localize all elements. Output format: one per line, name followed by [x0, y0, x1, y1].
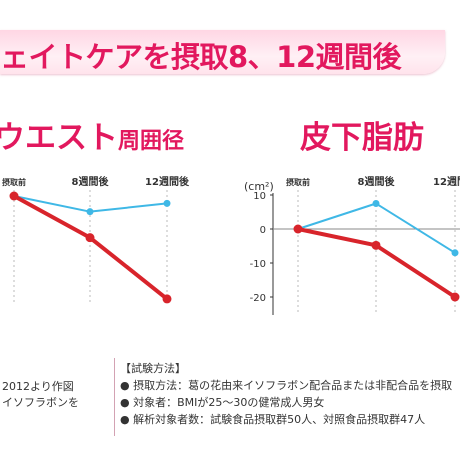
category-label: 8週間後 [358, 175, 396, 188]
test-data-point [371, 240, 381, 250]
waist-chart-title: ウエスト周囲径 [0, 112, 184, 157]
control-data-point [372, 200, 380, 207]
category-label: 12週間後 [145, 175, 190, 188]
method-item-3: ● 解析対象者数：試験食品摂取群50人、対照食品摂取群47人 [120, 413, 426, 426]
method-heading: 【試験方法】 [120, 362, 186, 375]
control-data-point [163, 199, 171, 207]
waist-title-main: ウエスト [0, 120, 118, 156]
fat-chart-title: 皮下脂肪 [300, 120, 424, 156]
control-data-point [86, 208, 94, 216]
test-data-point [162, 294, 172, 304]
category-label: 12週間後 [433, 175, 460, 188]
y-tick-label: 0 [260, 225, 266, 236]
category-label: 摂取前 [286, 177, 310, 187]
source-line-1: 2012より作図 [2, 380, 74, 393]
source-line-2: イソフラボンを [2, 396, 79, 409]
category-label: 摂取前 [2, 177, 26, 187]
test-data-point [293, 224, 303, 234]
test-data-point [85, 233, 95, 243]
y-tick-label: -10 [250, 259, 266, 270]
method-item-2: ● 対象者：BMIが25～30の健常成人男女 [120, 396, 325, 409]
control-data-point [451, 249, 459, 257]
method-item-1: ● 摂取方法：葛の花由来イソフラボン配合品または非配合品を摂取 [120, 379, 453, 392]
test-data-point [9, 191, 19, 201]
method-box [114, 358, 460, 436]
test-data-point [450, 292, 460, 302]
waist-title-suffix: 周囲径 [118, 129, 185, 154]
y-tick-label: -20 [250, 293, 266, 304]
y-tick-label: 10 [253, 191, 266, 202]
title-banner [0, 30, 445, 74]
page-title: ェイトケアを摂取8、12週間後 [0, 40, 402, 74]
category-label: 8週間後 [72, 175, 110, 188]
y-unit-label: (cm²) [244, 180, 274, 193]
